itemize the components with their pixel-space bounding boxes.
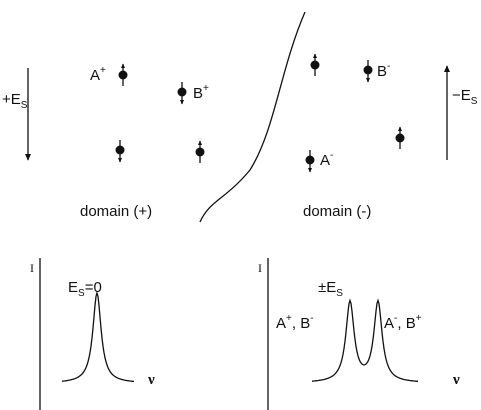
spin-label: A- [320,150,333,169]
spectrum [62,293,134,381]
axis-label: I [30,261,34,275]
spectrum [312,301,418,382]
axis-label: ν [452,372,460,388]
domain-label: domain (+) [80,203,152,220]
diagram: +ES −ES A+ B+ B- A- domain (+) domain (-… [0,0,481,410]
spin-label: B- [377,61,390,80]
peak-label: A+, B- [276,313,314,332]
field-label: −ES [452,87,478,107]
spin-label: B+ [193,83,209,102]
domain-wall [200,12,305,222]
field-label: +ES [2,91,28,111]
axis-label: I [258,261,262,275]
axis-label: ν [147,372,155,388]
peak-label: A-, B+ [384,313,422,332]
spectrum-title: ±ES [318,279,343,299]
domain-label: domain (-) [303,203,371,220]
spins [116,54,405,172]
spin-label: A+ [90,65,106,84]
